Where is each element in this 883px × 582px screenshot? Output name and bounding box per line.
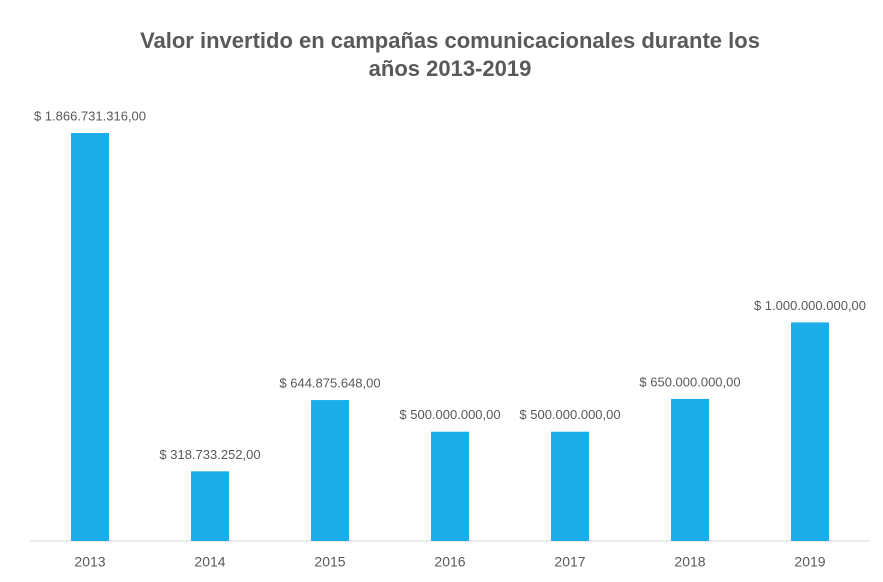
chart-title: Valor invertido en campañas comunicacion…: [140, 28, 760, 53]
x-tick-label: 2018: [674, 554, 705, 570]
chart-title: años 2013-2019: [369, 56, 532, 81]
x-tick-label: 2016: [434, 554, 465, 570]
data-label: $ 1.000.000.000,00: [754, 298, 866, 313]
x-tick-label: 2017: [554, 554, 585, 570]
x-tick-label: 2014: [194, 554, 225, 570]
data-label: $ 318.733.252,00: [159, 447, 260, 462]
bar: [431, 431, 469, 541]
data-label: $ 500.000.000,00: [519, 407, 620, 422]
data-label: $ 650.000.000,00: [639, 374, 740, 389]
data-label: $ 500.000.000,00: [399, 407, 500, 422]
bar: [551, 431, 589, 541]
x-tick-label: 2013: [74, 554, 105, 570]
bar: [71, 133, 109, 541]
x-tick-label: 2015: [314, 554, 345, 570]
data-label: $ 644.875.648,00: [279, 375, 380, 390]
bar: [791, 322, 829, 541]
x-tick-label: 2019: [794, 554, 825, 570]
bar: [311, 400, 349, 541]
bar: [671, 398, 709, 541]
data-label: $ 1.866.731.316,00: [34, 108, 146, 123]
bar: [191, 471, 229, 541]
